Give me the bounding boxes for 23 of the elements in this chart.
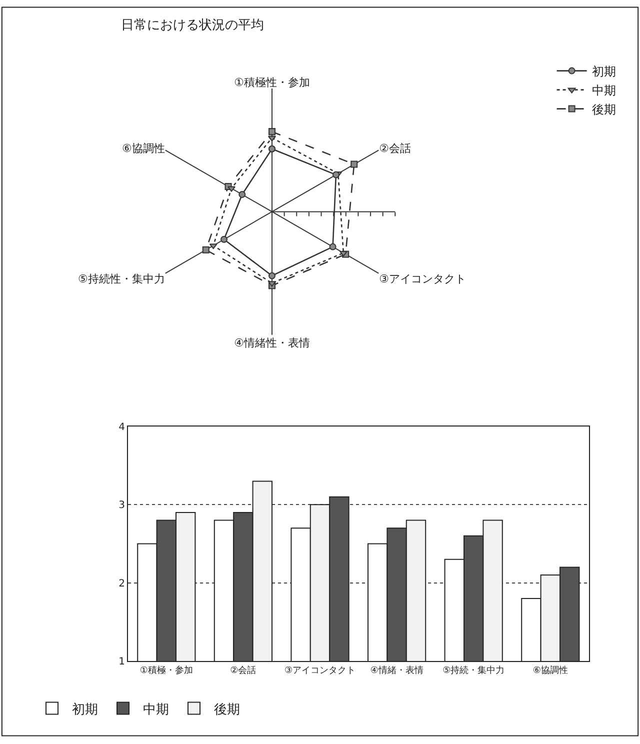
spoke-label: ①積極性・参加 <box>234 76 310 89</box>
legend-label: 初期 <box>72 702 98 718</box>
spoke-label: ②会話 <box>379 142 411 156</box>
y-tick-label: 1 <box>118 656 125 668</box>
spoke-label: ⑤持続性・集中力 <box>78 272 165 286</box>
legend-label: 後期 <box>214 702 240 718</box>
y-tick-label: 2 <box>118 578 125 590</box>
spoke-label: ④情緒性・表情 <box>234 336 310 350</box>
x-tick-label: ②会話 <box>230 664 256 676</box>
x-tick-label: ⑤持続・集中力 <box>442 664 505 676</box>
legend-label: 後期 <box>592 102 616 116</box>
x-tick-label: ①積極・参加 <box>140 664 193 676</box>
legend-label: 中期 <box>592 83 616 98</box>
spoke-label: ⑥協調性 <box>122 142 165 156</box>
x-tick-label: ③アイコンタクト <box>284 666 356 676</box>
spoke-label: ③アイコンタクト <box>379 272 466 286</box>
legend-label: 中期 <box>143 702 169 718</box>
x-tick-label: ④情緒・表情 <box>370 664 424 676</box>
legend-label: 初期 <box>592 64 616 78</box>
chart-title: 日常における状況の平均 <box>121 18 264 33</box>
y-tick-label: 4 <box>118 422 125 433</box>
y-tick-label: 3 <box>118 500 125 512</box>
x-tick-label: ⑥協調性 <box>532 664 568 676</box>
